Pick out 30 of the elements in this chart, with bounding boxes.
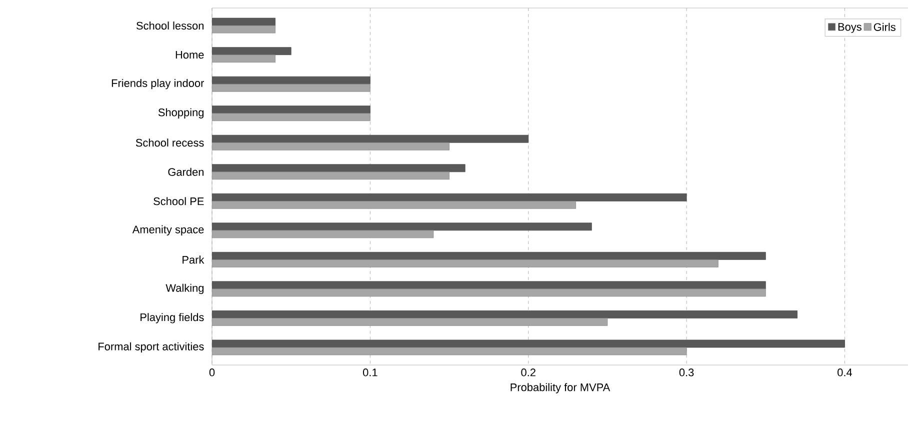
x-axis-title: Probability for MVPA	[510, 383, 610, 394]
y-tick-label: School PE	[154, 197, 204, 206]
legend-label: Boys	[838, 23, 862, 33]
bar	[212, 134, 529, 143]
bar	[212, 310, 798, 318]
bar	[212, 281, 766, 290]
x-tick-label: 0	[209, 368, 215, 376]
bar	[212, 252, 766, 260]
y-tick-label: Shopping	[158, 108, 204, 118]
x-tick-label: 0.1	[362, 368, 378, 376]
y-tick-label: Park	[182, 256, 204, 264]
y-tick-label: School recess	[136, 138, 204, 147]
y-tick-label: Amenity space	[132, 225, 204, 236]
y-tick-label: Formal sport activities	[98, 342, 204, 353]
bar	[212, 47, 292, 56]
bar	[212, 106, 370, 114]
y-tick-label: Garden	[168, 168, 204, 176]
legend-label: Girls	[874, 22, 896, 31]
x-tick-label: 0.4	[838, 368, 852, 376]
bar	[212, 76, 370, 84]
bar	[212, 222, 592, 231]
bar	[212, 193, 687, 202]
y-tick-label: Home	[176, 51, 204, 59]
bar	[212, 164, 466, 172]
y-tick-label: Playing fields	[140, 313, 204, 324]
y-tick-label: School lesson	[136, 22, 204, 30]
y-tick-label: Friends play indoor	[112, 78, 204, 90]
y-tick-label: Walking	[166, 284, 204, 294]
x-tick-label: 0.3	[679, 368, 694, 376]
x-tick-label: 0.2	[521, 368, 536, 376]
